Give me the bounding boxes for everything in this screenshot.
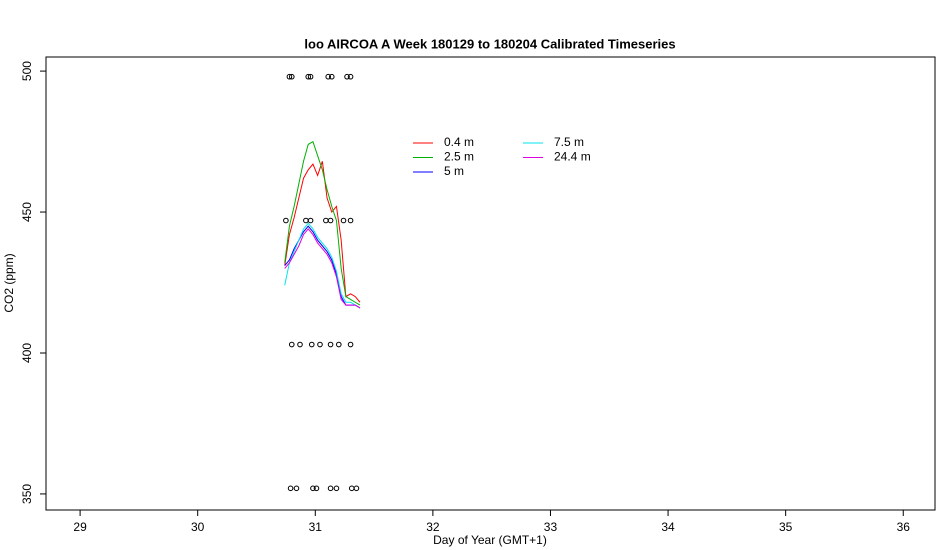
- x-tick-label: 36: [897, 520, 911, 534]
- calibration-point: [310, 485, 316, 492]
- y-tick-label: 500: [20, 61, 34, 81]
- y-tick-label: 350: [20, 484, 34, 504]
- series-line: [284, 140, 361, 306]
- calibration-point: [347, 217, 354, 224]
- calibration-point: [347, 73, 354, 80]
- calibration-point: [336, 341, 342, 348]
- x-tick-label: 31: [309, 520, 323, 534]
- x-tick-label: 35: [779, 520, 793, 534]
- calibration-point: [353, 485, 360, 492]
- series-line: [284, 161, 361, 303]
- x-tick-label: 30: [191, 520, 205, 534]
- calibration-point: [344, 73, 350, 80]
- calibration-point: [327, 485, 334, 492]
- calibration-point: [288, 341, 295, 348]
- legend-label: 2.5 m: [444, 150, 474, 164]
- calibration-point: [327, 217, 334, 224]
- calibration-point: [288, 73, 295, 80]
- y-axis-label: CO2 (ppm): [2, 253, 16, 312]
- calibration-point: [327, 341, 334, 348]
- calibration-point: [307, 73, 314, 80]
- x-tick-label: 32: [426, 520, 440, 534]
- calibration-point: [328, 73, 335, 80]
- calibration-point: [287, 485, 294, 492]
- calibration-point: [308, 341, 315, 348]
- legend-label: 5 m: [444, 164, 464, 178]
- legend-label: 7.5 m: [554, 135, 584, 149]
- calibration-point: [325, 73, 332, 80]
- calibration-point: [305, 73, 312, 80]
- calibration-point: [286, 73, 293, 80]
- calibration-point: [293, 485, 300, 492]
- legend-label: 24.4 m: [554, 150, 591, 164]
- calibration-point: [333, 485, 340, 492]
- calibration-point: [313, 485, 320, 492]
- chart-title: loo AIRCOA A Week 180129 to 180204 Calib…: [304, 36, 675, 51]
- calibration-point: [340, 217, 347, 224]
- x-axis-label: Day of Year (GMT+1): [433, 533, 547, 547]
- calibration-point: [283, 217, 289, 224]
- legend-label: 0.4 m: [444, 135, 474, 149]
- y-tick-label: 450: [20, 202, 34, 222]
- calibration-point: [307, 217, 314, 224]
- calibration-point: [347, 341, 354, 348]
- calibration-point: [317, 341, 323, 348]
- calibration-point: [297, 341, 303, 348]
- x-tick-label: 29: [73, 520, 87, 534]
- x-tick-label: 33: [544, 520, 558, 534]
- y-tick-label: 400: [20, 343, 34, 363]
- series-line: [284, 222, 361, 309]
- x-tick-label: 34: [661, 520, 675, 534]
- series-line: [284, 228, 361, 309]
- plot-frame: [45, 56, 936, 511]
